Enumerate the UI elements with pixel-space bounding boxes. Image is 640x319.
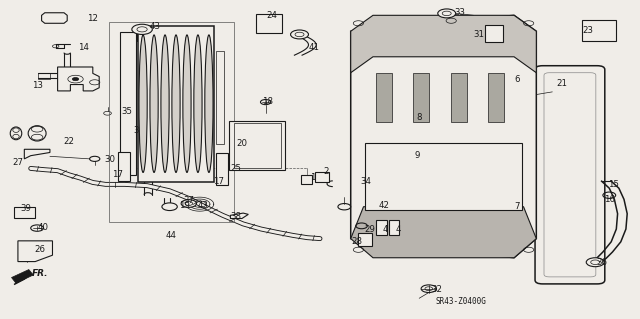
Circle shape (181, 200, 196, 207)
Polygon shape (488, 73, 504, 122)
Bar (376, 220, 387, 235)
Text: 12: 12 (87, 14, 99, 23)
Bar (118, 152, 130, 181)
Ellipse shape (10, 127, 22, 140)
Bar (256, 14, 282, 33)
Ellipse shape (205, 35, 213, 173)
Polygon shape (351, 207, 536, 258)
Bar (14, 207, 35, 218)
Text: SR43-Z0400G: SR43-Z0400G (435, 297, 486, 306)
Bar (216, 153, 228, 185)
Bar (485, 25, 503, 42)
Text: 1: 1 (310, 173, 315, 182)
Text: 43: 43 (150, 22, 161, 31)
Polygon shape (24, 149, 50, 159)
Text: 25: 25 (230, 164, 241, 173)
Text: 42: 42 (378, 201, 390, 210)
Text: 4: 4 (383, 225, 388, 234)
Text: 7: 7 (515, 202, 520, 211)
Ellipse shape (150, 35, 158, 173)
Polygon shape (376, 73, 392, 122)
Text: 4: 4 (396, 225, 401, 234)
Text: 6: 6 (515, 75, 520, 84)
Circle shape (72, 78, 79, 81)
Text: 41: 41 (308, 43, 319, 52)
Text: 44: 44 (166, 231, 177, 240)
Text: 17: 17 (213, 177, 225, 186)
Text: 14: 14 (77, 43, 89, 52)
Text: 20: 20 (236, 139, 248, 148)
Text: 36: 36 (596, 258, 607, 267)
Text: FR.: FR. (32, 269, 49, 278)
Text: 9: 9 (415, 151, 420, 160)
Circle shape (132, 24, 152, 34)
Bar (216, 51, 224, 144)
Bar (38, 73, 50, 79)
Polygon shape (12, 270, 33, 283)
FancyBboxPatch shape (535, 66, 605, 284)
Text: 28: 28 (351, 237, 363, 246)
Bar (234, 123, 281, 168)
Circle shape (438, 9, 456, 18)
Text: 3: 3 (133, 126, 138, 135)
Text: 33: 33 (454, 8, 465, 17)
Text: 8: 8 (417, 113, 422, 122)
Polygon shape (451, 73, 467, 122)
Bar (120, 32, 136, 175)
Bar (301, 175, 312, 184)
Polygon shape (351, 15, 536, 258)
Text: 22: 22 (63, 137, 75, 146)
Circle shape (586, 258, 604, 267)
Bar (315, 172, 329, 182)
Text: 26: 26 (34, 245, 45, 254)
Text: 32: 32 (431, 285, 442, 294)
Ellipse shape (194, 35, 202, 173)
Ellipse shape (139, 35, 147, 173)
Text: 24: 24 (266, 11, 278, 20)
Text: 16: 16 (604, 195, 615, 204)
Bar (229, 121, 285, 170)
Text: 34: 34 (360, 177, 372, 186)
Bar (358, 233, 372, 246)
Text: 21: 21 (556, 79, 568, 88)
Bar (109, 22, 234, 222)
Text: 43: 43 (198, 201, 209, 210)
Text: 30: 30 (104, 155, 116, 164)
Text: 37: 37 (183, 196, 195, 205)
Bar (138, 26, 214, 182)
Text: 27: 27 (12, 158, 24, 167)
Ellipse shape (172, 35, 180, 173)
Text: 35: 35 (121, 107, 132, 116)
Text: 18: 18 (262, 97, 273, 106)
Polygon shape (14, 274, 31, 285)
Bar (582, 20, 616, 41)
Bar (365, 143, 522, 210)
Polygon shape (230, 213, 248, 219)
Bar (389, 220, 399, 235)
Text: 2: 2 (324, 167, 329, 176)
Polygon shape (42, 13, 67, 23)
Text: 17: 17 (111, 170, 123, 179)
Text: 39: 39 (20, 204, 31, 213)
Text: 40: 40 (38, 223, 49, 232)
Text: 29: 29 (365, 225, 375, 234)
Text: 13: 13 (31, 81, 43, 90)
Circle shape (162, 203, 177, 211)
Polygon shape (58, 67, 99, 91)
Text: 19: 19 (179, 201, 189, 210)
Polygon shape (18, 241, 52, 262)
Text: 23: 23 (582, 26, 593, 35)
Ellipse shape (161, 35, 169, 173)
Polygon shape (351, 15, 536, 73)
Circle shape (291, 30, 308, 39)
Text: 15: 15 (607, 180, 619, 189)
Polygon shape (413, 73, 429, 122)
Text: 31: 31 (473, 30, 484, 39)
Text: 38: 38 (230, 212, 241, 221)
Ellipse shape (183, 35, 191, 173)
Ellipse shape (28, 126, 46, 141)
